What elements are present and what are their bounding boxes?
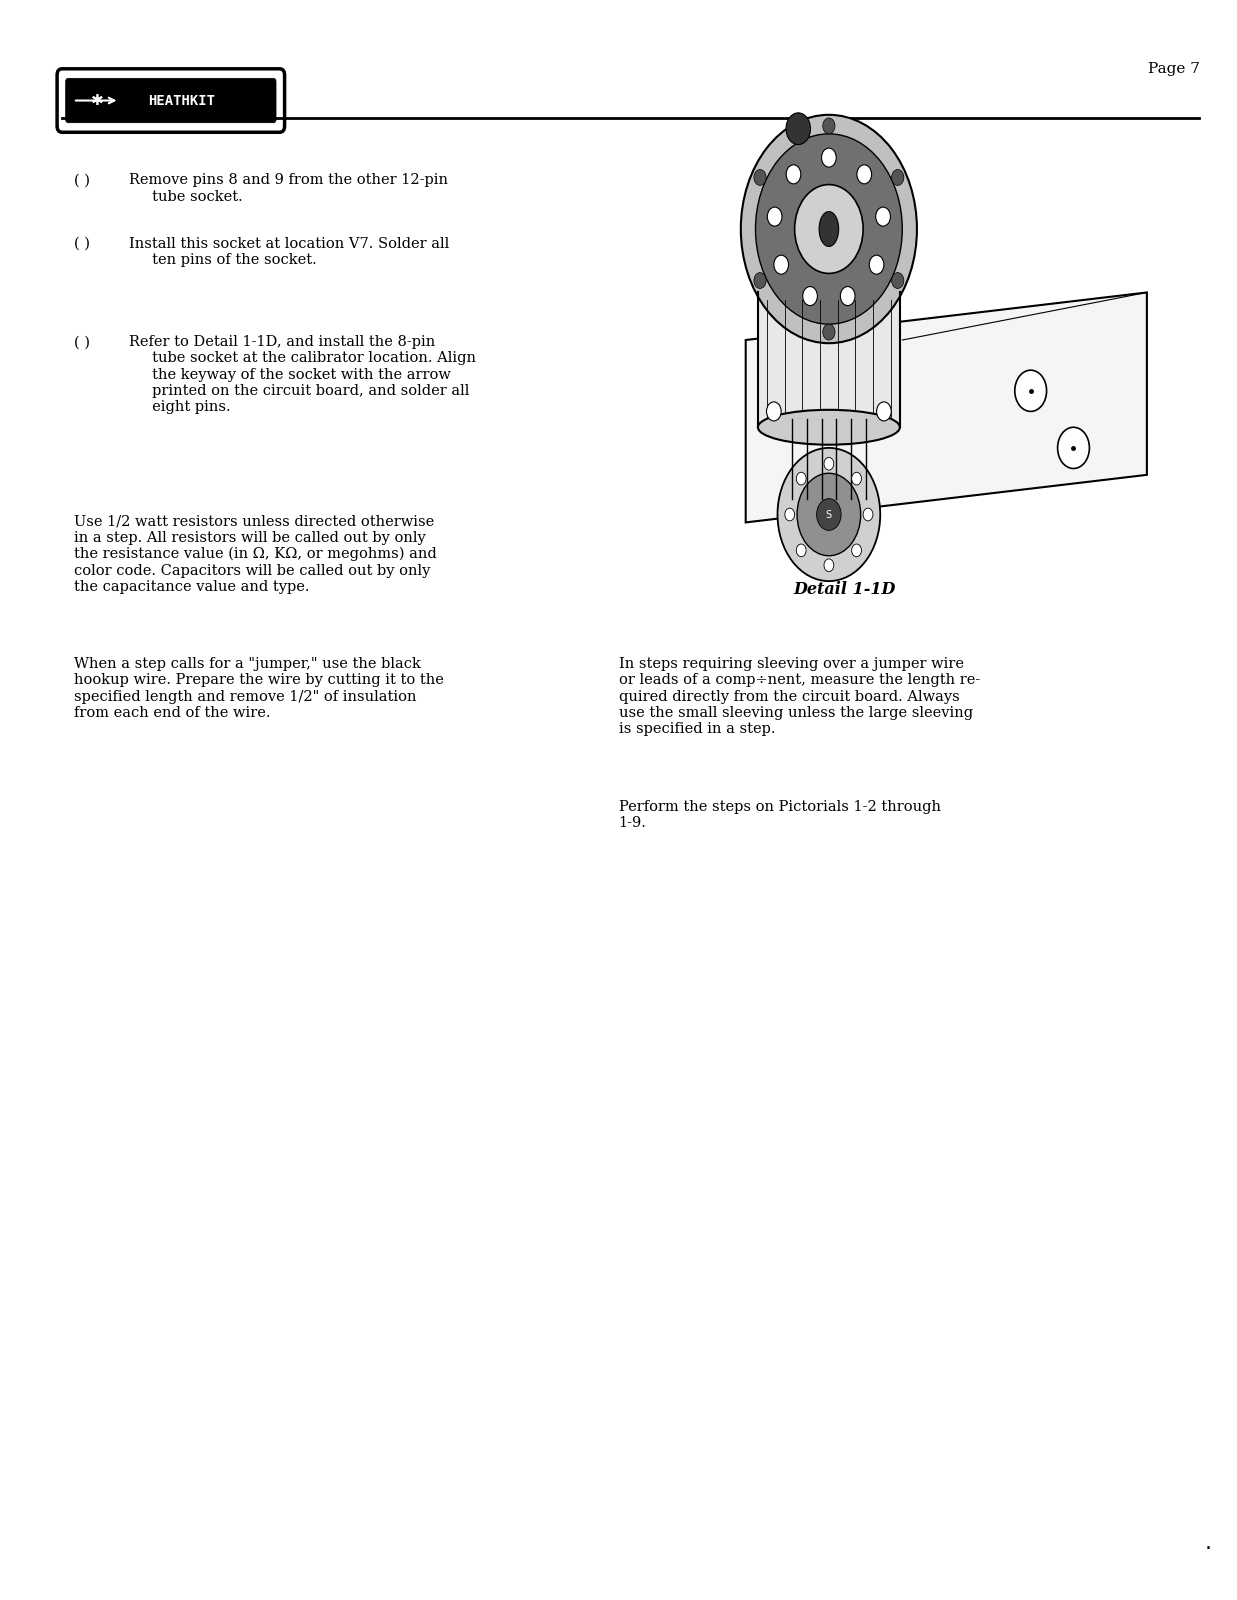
Circle shape	[778, 448, 881, 581]
Circle shape	[877, 402, 891, 421]
FancyBboxPatch shape	[66, 78, 276, 123]
Circle shape	[767, 206, 782, 226]
Circle shape	[785, 114, 810, 144]
Text: Install this socket at location V7. Solder all
     ten pins of the socket.: Install this socket at location V7. Sold…	[129, 237, 449, 267]
Circle shape	[821, 149, 836, 166]
Circle shape	[797, 472, 807, 485]
Text: Perform the steps on Pictorials 1-2 through
1-9.: Perform the steps on Pictorials 1-2 thro…	[618, 800, 940, 830]
Circle shape	[784, 509, 794, 522]
Circle shape	[797, 544, 807, 557]
Circle shape	[1058, 427, 1090, 469]
Circle shape	[823, 118, 835, 134]
Text: ( ): ( )	[74, 237, 90, 251]
Circle shape	[851, 472, 861, 485]
Text: ✱: ✱	[92, 93, 104, 109]
Circle shape	[816, 499, 841, 530]
Circle shape	[824, 558, 834, 571]
Text: Remove pins 8 and 9 from the other 12-pin
     tube socket.: Remove pins 8 and 9 from the other 12-pi…	[129, 173, 448, 203]
Circle shape	[823, 325, 835, 341]
FancyBboxPatch shape	[758, 293, 899, 427]
Circle shape	[840, 286, 855, 306]
Text: KEYWAY: KEYWAY	[821, 200, 868, 210]
Circle shape	[753, 170, 766, 186]
Circle shape	[753, 272, 766, 288]
Circle shape	[797, 474, 861, 555]
Text: S: S	[826, 509, 833, 520]
Text: ( ): ( )	[74, 336, 90, 349]
Text: Refer to Detail 1-1D, and install the 8-pin
     tube socket at the calibrator l: Refer to Detail 1-1D, and install the 8-…	[129, 336, 476, 414]
Ellipse shape	[758, 410, 899, 445]
Text: Use 1/2 watt resistors unless directed otherwise
in a step. All resistors will b: Use 1/2 watt resistors unless directed o…	[74, 515, 437, 594]
Text: .: .	[1205, 1533, 1212, 1554]
Text: Page 7: Page 7	[1148, 62, 1200, 77]
Circle shape	[803, 286, 818, 306]
Text: HEATHKIT: HEATHKIT	[148, 93, 215, 107]
Circle shape	[824, 458, 834, 470]
Circle shape	[876, 206, 891, 226]
Circle shape	[774, 254, 788, 274]
Circle shape	[892, 272, 904, 288]
Circle shape	[857, 165, 872, 184]
Circle shape	[794, 184, 863, 274]
Circle shape	[863, 509, 873, 522]
Polygon shape	[746, 293, 1147, 523]
FancyBboxPatch shape	[57, 69, 285, 133]
Circle shape	[1014, 370, 1047, 411]
Circle shape	[787, 165, 800, 184]
Text: ( ): ( )	[74, 173, 90, 187]
Text: In steps requiring sleeving over a jumper wire
or leads of a comp÷nent, measure : In steps requiring sleeving over a jumpe…	[618, 658, 980, 736]
Circle shape	[767, 402, 782, 421]
Circle shape	[870, 254, 884, 274]
Ellipse shape	[819, 211, 839, 246]
Text: Detail 1-1D: Detail 1-1D	[794, 581, 896, 598]
Text: When a step calls for a "jumper," use the black
hookup wire. Prepare the wire by: When a step calls for a "jumper," use th…	[74, 658, 444, 720]
Circle shape	[892, 170, 904, 186]
Circle shape	[851, 544, 861, 557]
Circle shape	[741, 115, 917, 344]
Circle shape	[756, 134, 902, 325]
